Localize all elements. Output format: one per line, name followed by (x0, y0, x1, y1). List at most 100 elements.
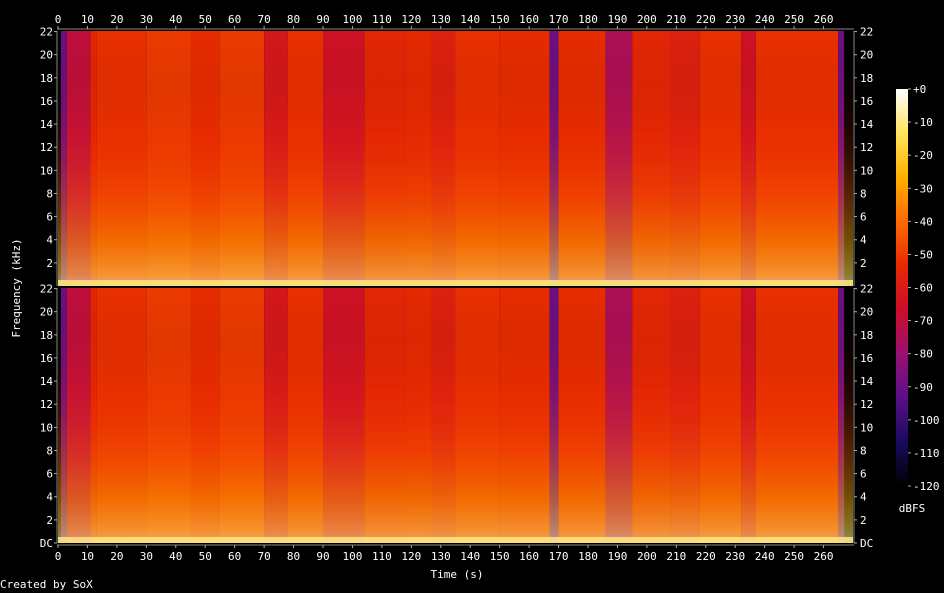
channel-2-panel (58, 288, 853, 543)
y-tick-label-left: 8 (46, 444, 53, 457)
x-tick-label-top: 80 (287, 13, 300, 26)
x-tick-label-bottom: 220 (696, 550, 716, 563)
y-tick-label-right: DC (860, 537, 873, 550)
dc-band (58, 280, 853, 286)
x-tick-label-top: 120 (401, 13, 421, 26)
dc-band (58, 537, 853, 543)
x-tick-label-top: 200 (637, 13, 657, 26)
y-tick-label-right: 6 (860, 468, 867, 481)
x-tick-label-bottom: 30 (140, 550, 153, 563)
y-tick-label-right: 20 (860, 49, 873, 62)
colorbar-tick-label: -80 (913, 348, 933, 361)
x-tick-label-top: 90 (316, 13, 329, 26)
x-tick-label-bottom: 90 (316, 550, 329, 563)
colorbar-gradient (896, 89, 908, 486)
colorbar-tick-label: -50 (913, 248, 933, 261)
x-tick-label-top: 60 (228, 13, 241, 26)
x-tick-label-bottom: 170 (549, 550, 569, 563)
x-tick-label-top: 250 (784, 13, 804, 26)
y-tick-label-right: 4 (860, 491, 867, 504)
y-tick-label-right: 22 (860, 283, 873, 296)
y-tick-label-right: 6 (860, 211, 867, 224)
y-tick-label-left: 6 (46, 211, 53, 224)
x-tick-label-bottom: 0 (55, 550, 62, 563)
x-tick-label-bottom: 260 (814, 550, 834, 563)
y-tick-label-right: 18 (860, 329, 873, 342)
x-tick-label-bottom: 210 (666, 550, 686, 563)
colorbar-label: dBFS (899, 502, 926, 515)
credit-text: Created by SoX (0, 578, 93, 591)
x-tick-label-top: 70 (257, 13, 270, 26)
colorbar-tick-label: -120 (913, 480, 940, 493)
x-tick-label-bottom: 110 (372, 550, 392, 563)
y-tick-label-left: 4 (46, 491, 53, 504)
x-tick-label-top: 210 (666, 13, 686, 26)
colorbar-tick-label: -20 (913, 149, 933, 162)
y-tick-label-left: 12 (40, 141, 53, 154)
x-tick-label-bottom: 140 (460, 550, 480, 563)
colorbar-tick-label: -10 (913, 116, 933, 129)
x-tick-label-top: 30 (140, 13, 153, 26)
y-tick-label-left: 18 (40, 72, 53, 85)
y-tick-label-right: 20 (860, 306, 873, 319)
y-tick-label-left: 2 (46, 514, 53, 527)
x-tick-label-top: 0 (55, 13, 62, 26)
y-tick-label-left: 10 (40, 164, 53, 177)
y-tick-label-left: 20 (40, 49, 53, 62)
y-tick-label-left: 2 (46, 257, 53, 270)
y-tick-label-right: 18 (860, 72, 873, 85)
y-tick-label-left: DC (40, 537, 53, 550)
x-tick-label-bottom: 240 (755, 550, 775, 563)
x-tick-label-top: 50 (199, 13, 212, 26)
colorbar-tick-label: -110 (913, 447, 940, 460)
y-tick-label-left: 4 (46, 234, 53, 247)
x-tick-label-top: 130 (431, 13, 451, 26)
y-tick-label-left: 18 (40, 329, 53, 342)
colorbar-tick-label: -30 (913, 182, 933, 195)
y-tick-label-right: 12 (860, 141, 873, 154)
spectral-energy-overlay (58, 288, 853, 543)
colorbar-tick-label: -40 (913, 215, 933, 228)
y-tick-label-left: 22 (40, 283, 53, 296)
y-tick-label-right: 14 (860, 118, 874, 131)
y-tick-label-right: 16 (860, 95, 873, 108)
x-tick-label-top: 100 (343, 13, 363, 26)
x-tick-label-bottom: 80 (287, 550, 300, 563)
y-tick-label-left: 22 (40, 26, 53, 39)
y-tick-label-right: 22 (860, 26, 873, 39)
x-tick-label-bottom: 190 (608, 550, 628, 563)
x-tick-label-bottom: 160 (519, 550, 539, 563)
x-tick-label-bottom: 230 (725, 550, 745, 563)
y-tick-label-left: 12 (40, 398, 53, 411)
x-tick-label-top: 20 (110, 13, 123, 26)
colorbar-tick-label: -90 (913, 381, 933, 394)
y-tick-label-right: 4 (860, 234, 867, 247)
colorbar-tick-label: -70 (913, 315, 933, 328)
x-tick-label-bottom: 120 (401, 550, 421, 563)
x-tick-label-bottom: 70 (257, 550, 270, 563)
y-tick-label-right: 8 (860, 187, 867, 200)
x-tick-label-bottom: 200 (637, 550, 657, 563)
y-tick-label-right: 16 (860, 352, 873, 365)
x-tick-label-bottom: 10 (81, 550, 94, 563)
y-tick-label-right: 12 (860, 398, 873, 411)
x-tick-label-bottom: 150 (490, 550, 510, 563)
x-tick-label-top: 180 (578, 13, 598, 26)
x-tick-label-bottom: 100 (343, 550, 363, 563)
y-axis-label: Frequency (kHz) (10, 238, 23, 337)
y-tick-label-left: 20 (40, 306, 53, 319)
y-tick-label-left: 8 (46, 187, 53, 200)
colorbar-tick-label: -100 (913, 414, 940, 427)
x-tick-label-top: 170 (549, 13, 569, 26)
channel-1-panel (58, 31, 853, 286)
colorbar: +0 -10 -20 -30 -40 -50 -60 -70 -80 -90 -100 -110 -12… (896, 83, 940, 493)
colorbar-tick-label: -60 (913, 282, 933, 295)
x-tick-label-top: 190 (608, 13, 628, 26)
x-tick-label-bottom: 40 (169, 550, 182, 563)
y-tick-label-right: 14 (860, 375, 874, 388)
y-tick-label-left: 14 (40, 118, 54, 131)
x-tick-label-bottom: 180 (578, 550, 598, 563)
x-tick-label-top: 220 (696, 13, 716, 26)
x-tick-label-top: 110 (372, 13, 392, 26)
